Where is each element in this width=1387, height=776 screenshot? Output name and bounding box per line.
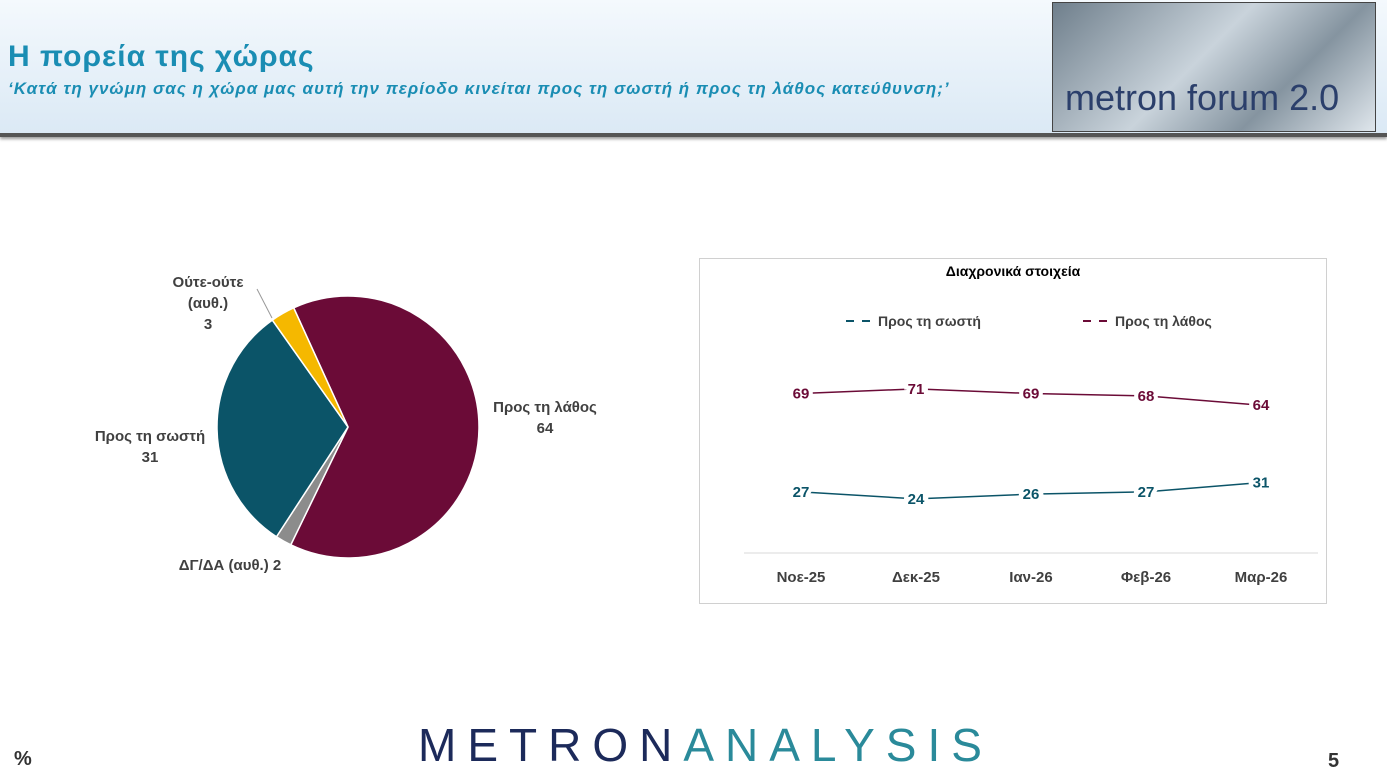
leader-line: [256, 288, 273, 319]
pie-label-value: 64: [536, 420, 554, 437]
line-chart-frame: [699, 258, 1327, 604]
pie-label-name: Προς τη σωστή: [94, 428, 206, 445]
logo: metron forum 2.0: [1052, 2, 1376, 132]
pie-label-value: 3: [203, 316, 213, 333]
data-label: 26: [1023, 486, 1040, 503]
pie-slice: [271, 306, 349, 428]
title: Η πορεία της χώρας: [8, 40, 315, 73]
header: Η πορεία της χώρας ‘Κατά τη γνώμη σας η …: [0, 0, 1387, 137]
pie-label: ΔΓ/ΔΑ (αυθ.) 2: [160, 555, 300, 576]
series-line: [800, 388, 1262, 406]
data-label: 71: [908, 381, 925, 398]
pie-label-value: 2: [272, 557, 282, 574]
logo-text: metron forum 2.0: [1065, 77, 1340, 118]
x-tick-label: Μαρ-26: [1235, 569, 1288, 586]
x-tick-label: Νοε-25: [777, 569, 826, 586]
data-label: 64: [1253, 397, 1270, 414]
series-line: [800, 481, 1262, 500]
pie-label: Ούτε-ούτε (αυθ.) 3: [163, 272, 253, 335]
brand-left: METRON: [418, 719, 684, 771]
subtitle: ‘Κατά τη γνώμη σας η χώρα μας αυτή την π…: [8, 79, 950, 98]
data-label: 69: [1023, 386, 1040, 403]
data-label: 69: [793, 386, 810, 403]
data-label: 27: [1138, 484, 1155, 501]
pie-slice: [216, 319, 349, 538]
legend-label: Προς τη σωστή: [878, 313, 981, 329]
x-tick-label: Δεκ-25: [892, 569, 940, 586]
x-tick-label: Φεβ-26: [1121, 569, 1171, 586]
brand-right: ANALYSIS: [683, 719, 993, 771]
x-tick-label: Ιαν-26: [1009, 569, 1052, 586]
pie-label-name: Προς τη λάθος: [493, 399, 597, 416]
pie-label-name: ΔΓ/ΔΑ (αυθ.): [178, 557, 269, 574]
pie-label: Προς τη λάθος 64: [480, 397, 610, 439]
pie-slice: [289, 295, 480, 559]
chart-title: Διαχρονικά στοιχεία: [946, 263, 1081, 279]
pie-label: Προς τη σωστή 31: [85, 426, 215, 468]
data-label: 31: [1253, 474, 1270, 491]
page-number: 5: [1328, 750, 1340, 772]
unit: %: [14, 748, 32, 770]
pie-label-name: Ούτε-ούτε (αυθ.): [172, 274, 244, 312]
data-label: 68: [1138, 388, 1155, 405]
data-label: 27: [793, 484, 810, 501]
legend-label: Προς τη λάθος: [1115, 313, 1212, 329]
brand: METRONANALYSIS: [418, 718, 993, 772]
data-label: 24: [908, 491, 925, 508]
pie-label-value: 31: [141, 449, 159, 466]
